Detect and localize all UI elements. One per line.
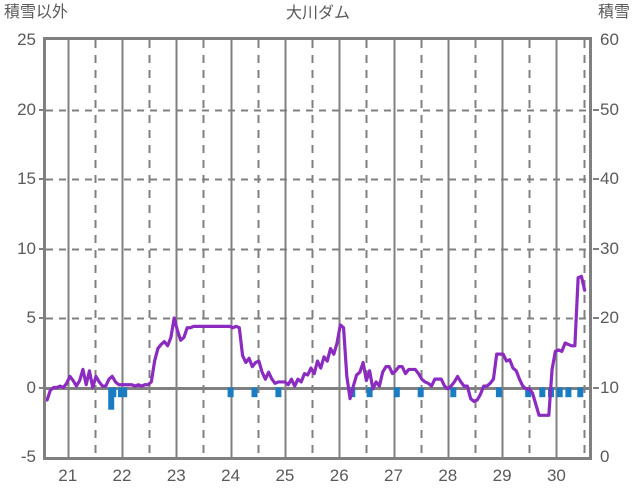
x-axis-tick-label: 21 (58, 466, 78, 485)
right-axis-tick-mark (593, 317, 599, 319)
snow-bar (251, 387, 258, 398)
left-axis-tick-label: 25 (17, 30, 36, 49)
snow-bar (110, 387, 117, 398)
chart-title: 大川ダム (285, 5, 350, 22)
right-axis-tick-label: 30 (600, 238, 619, 258)
left-axis-tick-label: 5 (26, 308, 36, 327)
x-axis-tick-label: 24 (221, 466, 241, 485)
right-axis-tick-label: 10 (600, 377, 619, 397)
right-axis-tick-mark (593, 387, 599, 389)
right-axis-tick-mark (593, 248, 599, 250)
right-axis-tick-label: 50 (600, 99, 619, 119)
snow-bar (495, 387, 502, 398)
right-axis-tick-mark (593, 178, 599, 180)
data-line-non-snow (46, 274, 587, 417)
snow-bar (117, 387, 124, 398)
snow-bar (417, 387, 424, 398)
snow-bar (227, 387, 234, 398)
left-axis-tick-mark (39, 317, 45, 319)
plot-inner (46, 40, 589, 457)
right-axis-title: 積雪 (597, 4, 630, 21)
snow-bar (525, 387, 532, 398)
snow-bar (121, 387, 128, 398)
snow-bar (556, 387, 563, 398)
snow-bar (366, 387, 373, 398)
left-axis-tick-label: -5 (20, 447, 36, 466)
snow-bar (393, 387, 400, 398)
left-axis-tick-label: 20 (17, 99, 36, 119)
snow-bar (539, 387, 546, 398)
x-axis-tick-label: 30 (546, 466, 566, 485)
left-axis-title: 積雪以外 (4, 4, 69, 21)
plot-area (43, 37, 592, 460)
left-axis-tick-label: 10 (17, 238, 36, 258)
left-axis-tick-label: 0 (26, 377, 36, 397)
snow-bar (577, 387, 584, 398)
data-layer (46, 274, 587, 417)
left-axis-tick-mark (39, 178, 45, 180)
right-axis-tick-mark (593, 109, 599, 111)
snow-bar (565, 387, 572, 398)
left-axis-tick-mark (39, 248, 45, 250)
left-axis-tick-label: 15 (17, 169, 36, 188)
right-axis-tick-label: 0 (600, 447, 610, 466)
right-axis-tick-label: 60 (600, 30, 619, 49)
snow-bar (450, 387, 457, 398)
x-axis-tick-label: 25 (275, 466, 295, 485)
x-axis-tick-label: 29 (492, 466, 512, 485)
right-axis-tick-label: 20 (600, 308, 619, 327)
snow-bar (108, 387, 115, 410)
left-axis-tick-mark (39, 387, 45, 389)
x-axis-tick-label: 27 (384, 466, 403, 485)
x-axis-tick-label: 26 (329, 466, 349, 485)
x-axis-tick-label: 22 (112, 466, 132, 485)
snow-bar (275, 387, 282, 398)
x-axis-tick-label: 23 (166, 466, 186, 485)
x-axis-tick-label: 28 (438, 466, 458, 485)
right-axis-tick-label: 40 (600, 169, 619, 188)
left-axis-tick-mark (39, 109, 45, 111)
